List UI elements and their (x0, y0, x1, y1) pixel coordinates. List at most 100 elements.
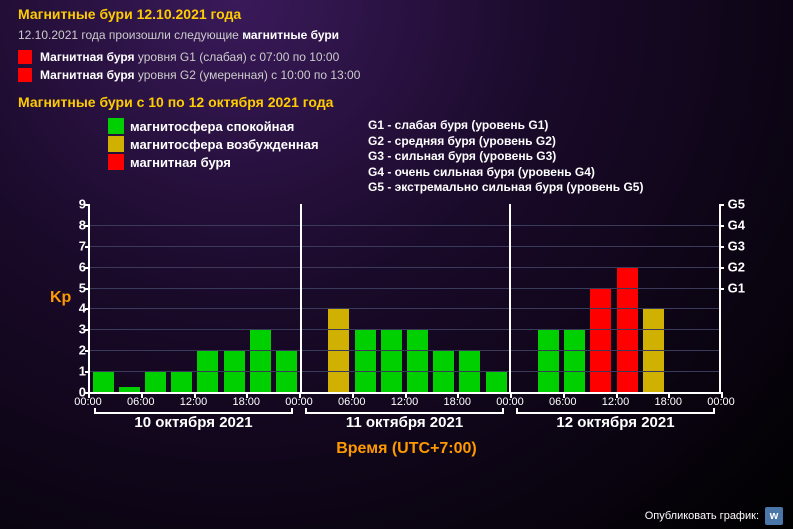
x-tick: 18:00 (443, 396, 471, 408)
event-text: Магнитная буря уровня G2 (умеренная) с 1… (40, 68, 360, 82)
legend-item: магнитосфера спокойная (108, 118, 368, 134)
day-label-text: 10 октября 2021 (134, 414, 252, 431)
g-tick-mark (719, 246, 724, 248)
bar-slot (90, 204, 116, 392)
y-tick-mark (85, 225, 90, 227)
bar-slot (431, 204, 457, 392)
grid-line (90, 308, 719, 309)
grid-line (90, 267, 719, 268)
bar (407, 329, 428, 392)
x-tick: 06:00 (549, 396, 577, 408)
y-tick: 4 (70, 301, 86, 316)
vk-icon[interactable]: w (765, 507, 783, 525)
bar-slot (588, 204, 614, 392)
bar-slot (326, 204, 352, 392)
g-level-desc: G5 - экстремально сильная буря (уровень … (368, 180, 643, 196)
y-tick-mark (85, 267, 90, 269)
g-tick-mark (719, 225, 724, 227)
bar-slot (273, 204, 299, 392)
bar (486, 371, 507, 392)
bar (93, 371, 114, 392)
grid-line (90, 350, 719, 351)
y-tick: 3 (70, 322, 86, 337)
bar-slot (142, 204, 168, 392)
y-axis-label: Kp (50, 289, 71, 307)
g-tick: G5 (728, 196, 745, 211)
share-label: Опубликовать график: (645, 510, 759, 522)
event-line: Магнитная буря уровня G1 (слабая) с 07:0… (18, 50, 775, 64)
bar (538, 329, 559, 392)
x-ticks: 00:00 06:00 12:00 18:00 00:00 06:00 12:00 18:00… (88, 394, 721, 408)
chart-title: Магнитные бури с 10 по 12 октября 2021 г… (18, 94, 775, 110)
legend-swatch (108, 118, 124, 134)
legend-left: магнитосфера спокойная магнитосфера возбу… (108, 118, 368, 196)
grid-line (90, 288, 719, 289)
legend-right: G1 - слабая буря (уровень G1)G2 - средня… (368, 118, 643, 196)
x-tick: 18:00 (654, 396, 682, 408)
bar-slot (169, 204, 195, 392)
bar-slot (221, 204, 247, 392)
bar-slot (483, 204, 509, 392)
y-tick-mark (85, 329, 90, 331)
legend-item: магнитосфера возбужденная (108, 136, 368, 152)
y-tick-mark (85, 246, 90, 248)
intro-bold: магнитные бури (242, 28, 339, 42)
bar-slot (457, 204, 483, 392)
legend-label: магнитосфера возбужденная (130, 137, 319, 152)
y-tick: 5 (70, 280, 86, 295)
y-tick-mark (85, 288, 90, 290)
y-tick-mark (85, 350, 90, 352)
bar-slot (195, 204, 221, 392)
bar (355, 329, 376, 392)
y-tick: 1 (70, 364, 86, 379)
day-label: 10 октября 2021 (88, 408, 299, 438)
chart-container: магнитосфера спокойная магнитосфера возбу… (68, 118, 745, 458)
g-level-desc: G1 - слабая буря (уровень G1) (368, 118, 643, 134)
x-tick: 06:00 (338, 396, 366, 408)
bar-slot (666, 204, 692, 392)
event-line: Магнитная буря уровня G2 (умеренная) с 1… (18, 68, 775, 82)
y-tick: 7 (70, 238, 86, 253)
x-tick: 06:00 (127, 396, 155, 408)
x-tick: 00:00 (496, 396, 524, 408)
x-tick: 00:00 (285, 396, 313, 408)
share-footer: Опубликовать график: w (645, 507, 783, 525)
bar-slot (116, 204, 142, 392)
event-swatch (18, 68, 32, 82)
y-tick-mark (85, 371, 90, 373)
bar-slot (247, 204, 273, 392)
grid-line (90, 246, 719, 247)
g-tick: G1 (728, 280, 745, 295)
bar (250, 329, 271, 392)
y-tick: 9 (70, 196, 86, 211)
y-tick: 8 (70, 217, 86, 232)
bar (145, 371, 166, 392)
bar (590, 288, 611, 392)
day-bracket (94, 408, 293, 414)
day-label-text: 12 октября 2021 (556, 414, 674, 431)
day-label: 11 октября 2021 (299, 408, 510, 438)
bar-slot (640, 204, 666, 392)
bar (564, 329, 585, 392)
x-tick: 18:00 (232, 396, 260, 408)
day-separator (509, 204, 511, 392)
y-tick: 2 (70, 343, 86, 358)
x-tick: 12:00 (602, 396, 630, 408)
legend-item: магнитная буря (108, 154, 368, 170)
x-tick: 12:00 (180, 396, 208, 408)
grid-line (90, 225, 719, 226)
bar-slot (562, 204, 588, 392)
bar-slot (404, 204, 430, 392)
y-tick-mark (85, 204, 90, 206)
grid-line (90, 329, 719, 330)
bar-slot (614, 204, 640, 392)
day-label-text: 11 октября 2021 (346, 414, 463, 431)
page-title: Магнитные бури 12.10.2021 года (18, 6, 775, 22)
x-tick: 00:00 (74, 396, 102, 408)
bar-slot (693, 204, 719, 392)
bar-slot (378, 204, 404, 392)
y-tick-mark (85, 308, 90, 310)
intro-text: 12.10.2021 года произошли следующие магн… (18, 28, 775, 42)
intro-prefix: 12.10.2021 года произошли следующие (18, 28, 242, 42)
bar (381, 329, 402, 392)
